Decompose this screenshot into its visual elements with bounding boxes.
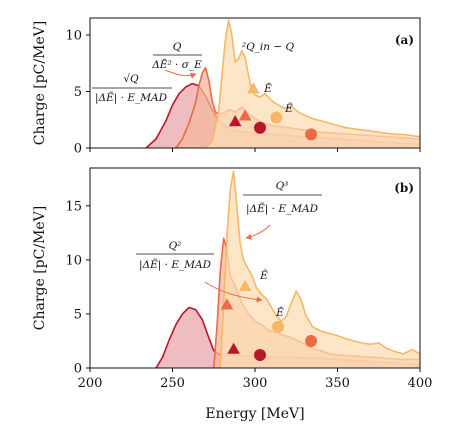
panel-a-marker-circle-5 <box>270 111 283 124</box>
panel-a-marker-circle-1 <box>254 121 266 134</box>
panel-a-tag: (a) <box>395 33 414 47</box>
panel-a-series-2-line <box>204 19 421 149</box>
panel-b-marker-circle-5 <box>272 320 285 333</box>
panel-a-markers-group <box>228 82 318 141</box>
panel-a-series-group <box>145 19 421 149</box>
panel-a-ann-qin: ²Q_in − Q <box>242 41 295 53</box>
panel-b-xlabel: Energy [MeV] <box>205 406 304 422</box>
panel-b-ann-q2-den: |ΔẼ| · E_MAD <box>139 257 212 272</box>
panel-b-ann-q3-den: |ΔẼ| · E_MAD <box>246 201 319 216</box>
panel-a-arrow-1 <box>164 69 197 79</box>
panel-b-marker-triangle-4 <box>238 279 252 292</box>
panel-a-ann-sqrtq-den: |ΔẼ| · E_MAD <box>95 90 168 105</box>
panel-a-ann-sqrtq: √Q <box>123 73 139 85</box>
panel-b-ylabel: Charge [pC/MeV] <box>32 206 48 331</box>
panel-a-marker-circle-3 <box>305 128 318 141</box>
panel-b-arrow-1 <box>204 281 263 303</box>
panel-a-marker-triangle-4 <box>247 82 260 94</box>
panel-b-series-group <box>155 170 421 369</box>
panel-a-ylabel: Charge [pC/MeV] <box>32 21 48 146</box>
panel-b-markers-group <box>220 279 318 361</box>
panel-a-ann-q-den: ΔĒ² · σ_E <box>151 58 202 71</box>
panel-b-series-2-area <box>220 171 420 368</box>
panel-b-ann-etilde: Ẽ <box>259 268 268 282</box>
panel-b-ann-q3: Q³ <box>276 180 289 192</box>
panel-b-xtick-label: 250 <box>160 376 185 391</box>
panel-a-ytick-label: 10 <box>65 28 82 43</box>
panel-b-series-2-line <box>219 170 421 369</box>
panel-b-marker-triangle-2 <box>220 298 234 310</box>
panel-b-tag: (b) <box>394 181 414 195</box>
panel-a-ann-q: Q <box>173 41 182 53</box>
panel-b-ytick-label: 15 <box>65 199 82 214</box>
panel-b-marker-triangle-0 <box>227 342 240 354</box>
panel-b-xtick-label: 400 <box>408 376 433 391</box>
panel-a-ann-etilde: Ẽ <box>284 101 293 115</box>
panel-a-ytick-label: 5 <box>74 85 82 100</box>
panel-b-marker-circle-1 <box>254 349 266 361</box>
panel-b-ann-ebar: Ē <box>275 306 284 319</box>
panel-a-ticks: 0 5 10 <box>65 28 421 157</box>
panel-a-marker-triangle-0 <box>228 115 242 127</box>
panel-b-arrow-2 <box>245 224 271 240</box>
panel-b-xtick-label: 200 <box>78 376 103 391</box>
panel-b-ytick-label: 0 <box>74 362 82 377</box>
panel-b-xtick-label: 300 <box>243 376 268 391</box>
panel-a-series-2-area <box>205 20 420 148</box>
panel-a-marker-triangle-2 <box>238 109 252 121</box>
panel-b-ticks: 200 250 300 350 400 0 5 10 15 <box>65 199 432 391</box>
panel-b-xtick-label: 350 <box>325 376 350 391</box>
panel-a-ytick-label: 0 <box>74 142 82 157</box>
panel-b-ann-q2: Q² <box>169 240 182 252</box>
panel-b-ytick-label: 5 <box>74 307 82 322</box>
panel-b-ytick-label: 10 <box>65 253 82 268</box>
panel-b: 200 250 300 350 400 0 5 10 15 Charge [pC/MeV] En… <box>32 167 432 422</box>
panel-a-ann-ebar: Ē <box>263 82 272 95</box>
panel-b-marker-circle-3 <box>305 335 318 347</box>
